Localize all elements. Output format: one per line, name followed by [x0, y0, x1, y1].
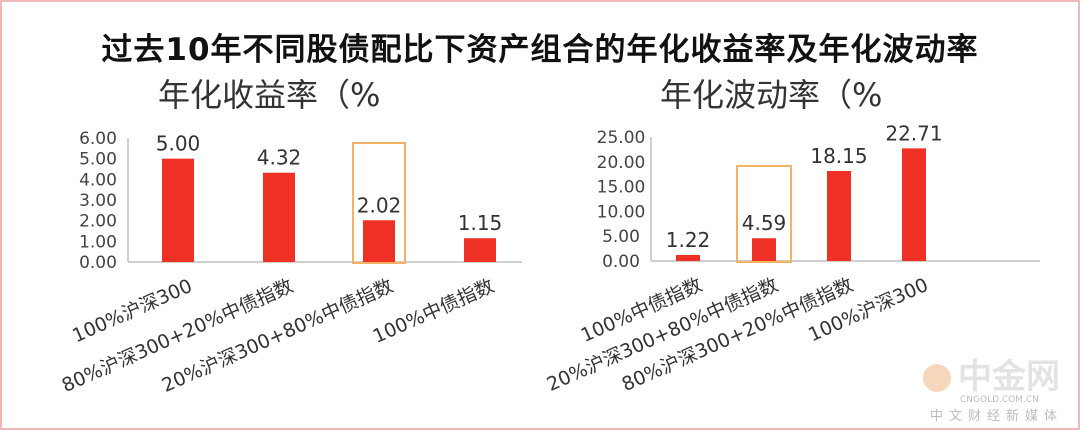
- return-value-label: 5.00: [156, 132, 201, 156]
- volatility-value-label: 4.59: [742, 211, 787, 235]
- return-y-tick: 0.00: [79, 253, 117, 273]
- volatility-bar: [752, 238, 776, 261]
- volatility-highlight-box: [736, 165, 792, 263]
- volatility-chart: 年化波动率（% 0.00 5.00 10.00 15.00 20.00 25.00 1.22…: [544, 76, 1040, 396]
- volatility-bar: [676, 254, 700, 261]
- volatility-bar: [902, 148, 926, 261]
- volatility-y-tick: 10.00: [597, 202, 646, 222]
- return-y-tick: 1.00: [79, 232, 117, 252]
- watermark-domain: CNGOLD.COM.CN: [960, 395, 1039, 405]
- return-bar: [464, 238, 496, 262]
- volatility-value-label: 18.15: [810, 144, 867, 168]
- volatility-y-tick: 25.00: [597, 128, 646, 148]
- main-title: 过去10年不同股债配比下资产组合的年化收益率及年化波动率: [101, 32, 979, 68]
- watermark-name: 中金网: [958, 357, 1060, 397]
- return-value-label: 4.32: [257, 146, 302, 170]
- return-y-tick: 6.00: [79, 129, 117, 149]
- return-y-tick: 2.00: [79, 212, 117, 232]
- return-value-label: 1.15: [458, 211, 503, 235]
- watermark-tagline: 中文财经新媒体: [930, 408, 1063, 424]
- return-y-tick: 4.00: [79, 170, 117, 190]
- volatility-y-tick: 20.00: [597, 153, 646, 173]
- volatility-chart-title: 年化波动率（%: [660, 76, 882, 114]
- return-bar: [263, 172, 295, 262]
- coin-logo-icon: [923, 364, 951, 392]
- volatility-y-tick: 5.00: [602, 227, 640, 247]
- return-y-tick: 5.00: [79, 150, 117, 170]
- return-bar: [162, 158, 194, 262]
- return-chart-title: 年化收益率（%: [158, 76, 380, 114]
- volatility-y-tick: 0.00: [602, 252, 640, 272]
- volatility-value-label: 22.71: [885, 121, 942, 145]
- return-value-label: 2.02: [357, 193, 402, 217]
- return-y-tick: 3.00: [79, 191, 117, 211]
- volatility-y-tick: 15.00: [597, 178, 646, 198]
- watermark: 中金网 CNGOLD.COM.CN 中文财经新媒体: [923, 357, 1063, 424]
- volatility-bar: [827, 170, 851, 261]
- return-bar: [363, 220, 395, 262]
- return-highlight-box: [352, 142, 406, 264]
- return-chart: 年化收益率（% 0.001.002.003.004.005.006.00 5.00…: [59, 76, 522, 397]
- volatility-value-label: 1.22: [666, 228, 711, 252]
